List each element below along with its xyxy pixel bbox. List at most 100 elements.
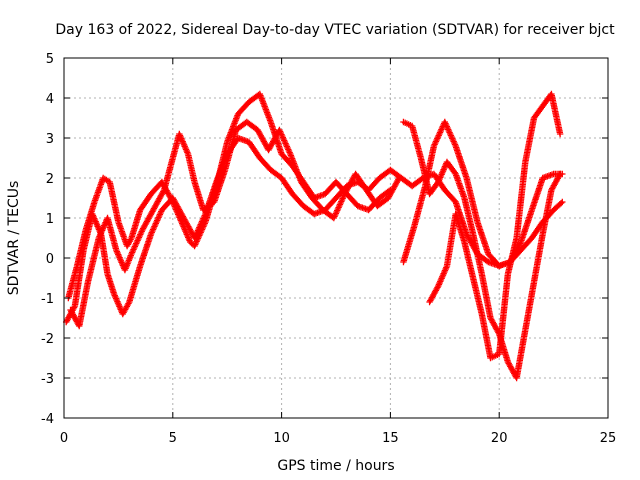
trace-mark	[265, 164, 272, 171]
x-tick-label: 10	[273, 431, 290, 446]
x-tick-labels: 0 5 10 15 20 25	[60, 431, 616, 446]
trace-mark	[556, 129, 563, 136]
trace-mark	[341, 185, 348, 192]
trace-mark	[478, 269, 485, 276]
trace-mark	[70, 304, 78, 311]
trace-mark	[430, 144, 437, 151]
trace-mark	[160, 188, 167, 195]
y-tick-labels: -4 -3 -2 -1 0 1 2 3 4 5	[41, 52, 54, 427]
trace-mark	[97, 229, 104, 236]
trace-mark	[473, 217, 481, 224]
trace-mark	[254, 152, 262, 159]
y-tick-label: -4	[41, 412, 54, 427]
trace-mark	[330, 197, 338, 204]
trace-mark	[308, 208, 315, 216]
trace-mark	[212, 180, 220, 187]
x-tick-label: 25	[600, 431, 617, 446]
trace-mark	[516, 240, 524, 247]
trace-mark	[450, 196, 457, 203]
trace-mark	[136, 208, 143, 215]
trace-mark	[136, 264, 143, 271]
trace-mark	[110, 289, 117, 296]
trace-mark	[417, 176, 424, 184]
axis-ticks	[63, 57, 609, 419]
trace-mark	[478, 309, 485, 316]
trace-mark	[169, 156, 176, 163]
trace-mark	[439, 184, 447, 191]
trace-mark	[190, 177, 198, 184]
trace-mark	[460, 193, 468, 200]
trace-mark	[352, 200, 359, 207]
y-tick-label: 2	[46, 172, 54, 187]
trace-mark	[469, 273, 476, 280]
trace-mark	[433, 285, 440, 293]
trace-mark	[462, 173, 470, 180]
trace-mark	[410, 224, 418, 231]
trace-mark	[526, 237, 533, 244]
trace-mark	[138, 228, 145, 235]
trace-mark	[547, 188, 555, 195]
trace-mark	[557, 199, 565, 207]
y-tick-label: 4	[46, 92, 54, 107]
x-axis-label: GPS time / hours	[277, 458, 394, 474]
trace-mark	[530, 116, 537, 123]
trace-mark	[482, 256, 489, 264]
trace-mark	[486, 313, 494, 320]
trace-mark	[178, 211, 186, 219]
y-tick-label: -3	[41, 372, 54, 387]
trace-mark	[84, 280, 91, 287]
trace-mark	[340, 192, 348, 199]
trace-mark	[537, 105, 544, 112]
trace-mark	[528, 208, 535, 215]
trace-mark	[450, 168, 457, 175]
trace-mark	[243, 101, 250, 108]
trace-mark	[504, 357, 511, 364]
y-tick-label: 1	[46, 212, 54, 227]
trace-mark	[374, 177, 381, 184]
trace-mark	[127, 236, 134, 243]
trace-mark	[275, 172, 283, 180]
trace-mark	[556, 201, 564, 208]
trace-mark	[287, 188, 294, 195]
trace-mark	[460, 237, 468, 244]
trace-mark	[286, 149, 293, 156]
trace-mark	[240, 120, 248, 128]
trace-mark	[421, 184, 428, 191]
trace-mark	[201, 212, 208, 219]
trace-mark	[148, 209, 155, 217]
trace-mark	[469, 229, 476, 236]
trace-mark	[159, 189, 166, 197]
data-series	[62, 90, 566, 382]
y-tick-label: 5	[46, 52, 54, 67]
x-tick-label: 20	[491, 431, 508, 446]
series-track-6	[426, 90, 564, 362]
trace-mark	[384, 168, 391, 176]
trace-mark	[146, 193, 153, 200]
trace-mark	[557, 170, 564, 178]
trace-mark	[443, 264, 450, 271]
chart-title: Day 163 of 2022, Sidereal Day-to-day VTE…	[55, 22, 615, 38]
x-tick-label: 0	[60, 431, 68, 446]
trace-mark	[417, 153, 424, 160]
series-track-5	[400, 118, 566, 270]
trace-mark	[493, 260, 501, 267]
series-track-4	[400, 118, 564, 382]
trace-mark	[297, 200, 305, 207]
trace-mark	[434, 284, 441, 291]
trace-mark	[233, 137, 240, 144]
trace-mark	[251, 124, 259, 132]
trace-mark	[112, 245, 119, 252]
trace-mark	[382, 196, 389, 204]
y-tick-label: -2	[41, 332, 54, 347]
trace-mark	[395, 172, 402, 180]
trace-mark	[104, 269, 111, 276]
x-tick-label: 15	[382, 431, 399, 446]
trace-mark	[127, 252, 135, 259]
y-tick-label: -1	[41, 292, 54, 307]
plot-frame	[63, 57, 609, 419]
trace-mark	[70, 305, 77, 313]
trace-mark	[223, 140, 231, 147]
trace-mark	[125, 300, 132, 307]
y-axis-label: SDTVAR / TECUs	[6, 181, 22, 296]
